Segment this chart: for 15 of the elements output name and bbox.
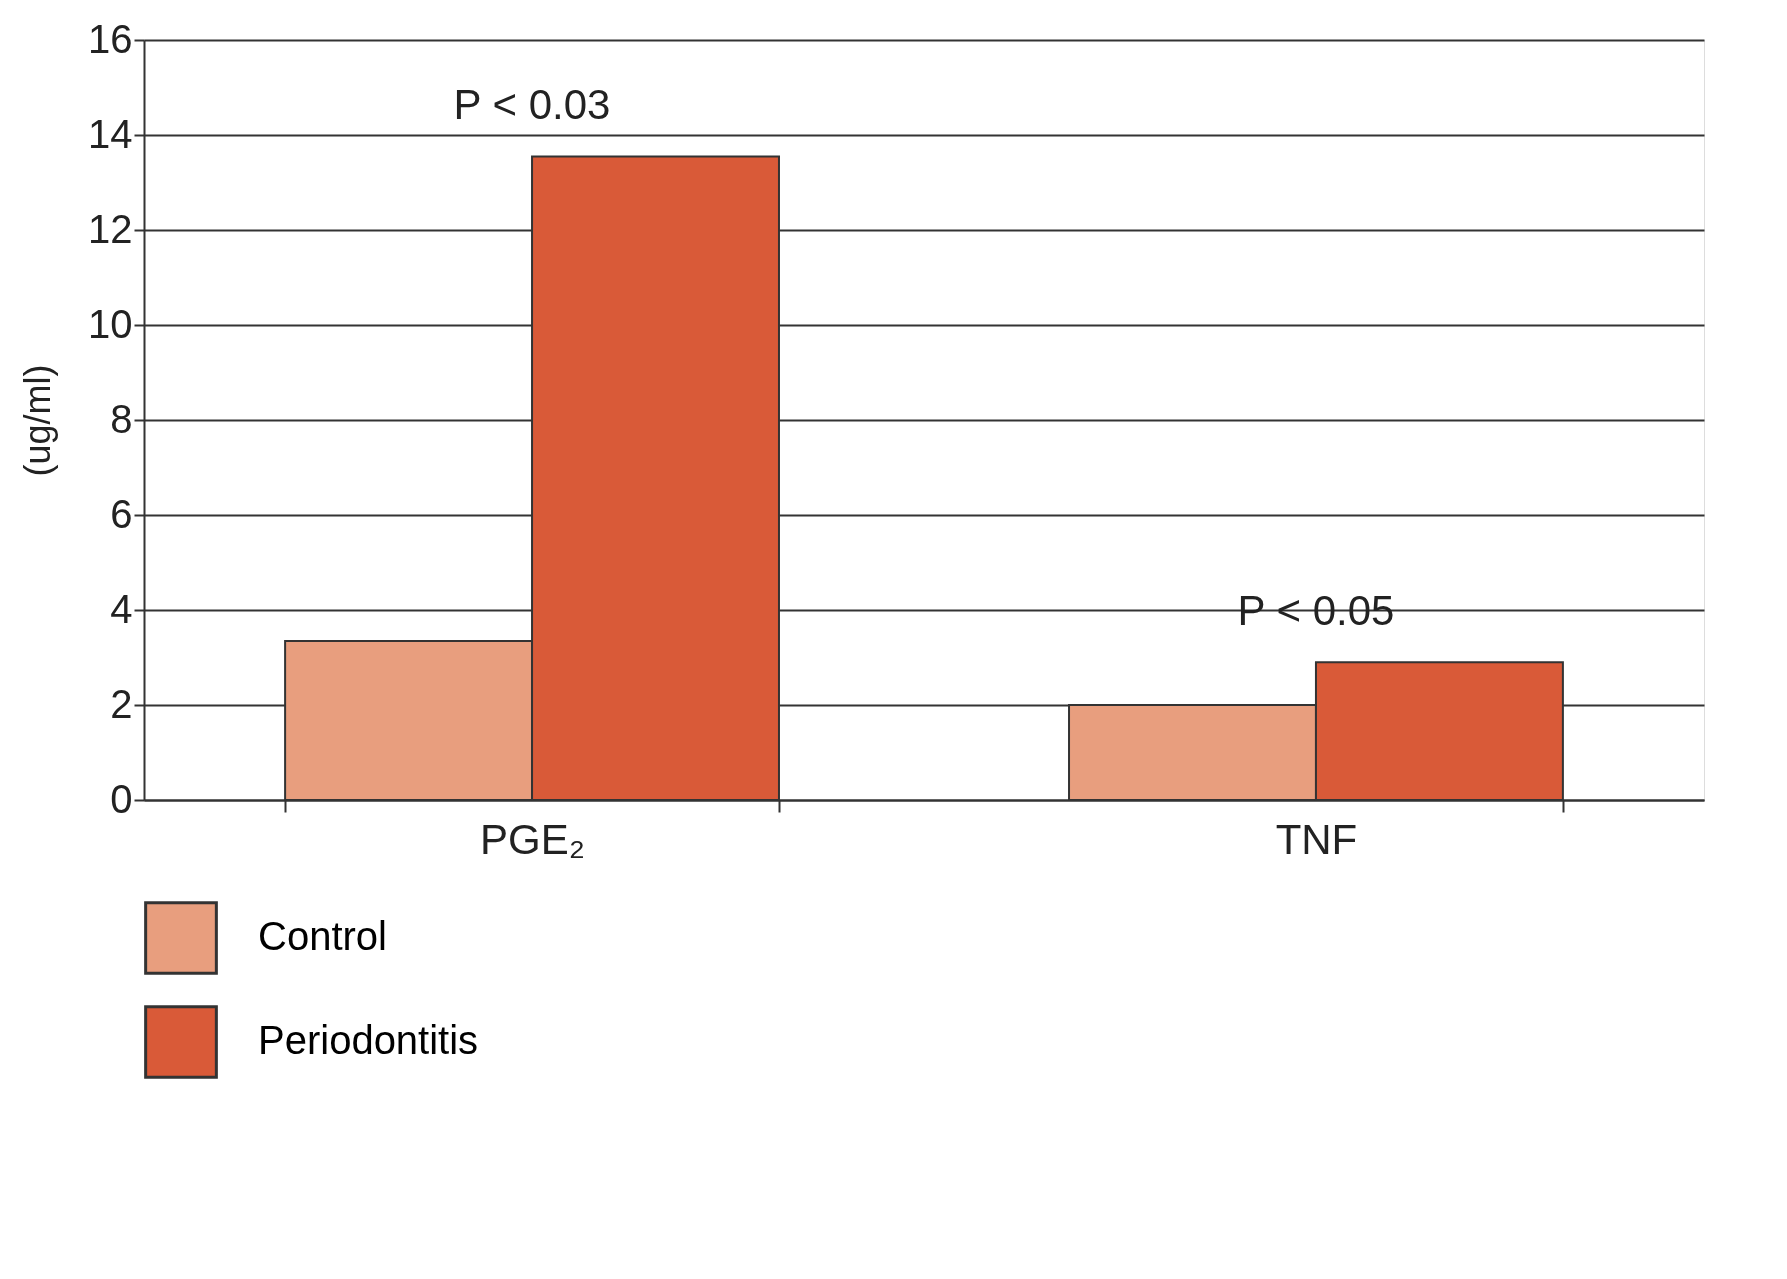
x-tick-label: PGE₂ (480, 815, 586, 863)
y-axis-title: (ug/ml) (17, 364, 59, 477)
y-tick-label: 2 (110, 681, 133, 726)
y-tick-label: 12 (88, 206, 133, 251)
y-tick-label: 4 (110, 586, 133, 631)
legend-label: Control (258, 914, 387, 958)
y-tick-label: 16 (88, 16, 133, 61)
x-tick-label: TNF (1275, 815, 1358, 863)
y-tick-label: 10 (88, 301, 133, 346)
annotation: P < 0.03 (453, 81, 611, 129)
y-tick-label: 6 (110, 491, 133, 536)
y-tick-label: 14 (88, 111, 133, 156)
y-tick-label: 0 (110, 776, 133, 821)
legend-label: Periodontitis (258, 1018, 479, 1062)
y-tick-label: 8 (110, 396, 133, 441)
